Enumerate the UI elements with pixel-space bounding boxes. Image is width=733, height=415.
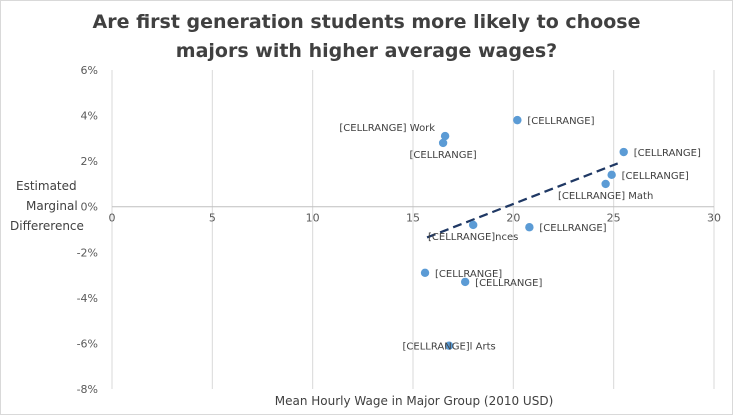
data-point xyxy=(619,147,628,157)
x-axis-label: Mean Hourly Wage in Major Group (2010 US… xyxy=(274,394,554,408)
data-point xyxy=(601,179,610,189)
data-label: [CELLRANGE] Work xyxy=(339,123,435,134)
y-axis-label-line-2: Marginal xyxy=(26,199,78,213)
y-tick-label: -8% xyxy=(77,383,98,396)
y-tick-label: -4% xyxy=(77,292,98,305)
chart-title-line-2: majors with higher average wages? xyxy=(175,40,558,62)
x-tick-label: 0 xyxy=(109,212,116,225)
data-label: [CELLRANGE] xyxy=(410,150,477,161)
data-label: [CELLRANGE] xyxy=(527,116,594,127)
y-tick-label: -6% xyxy=(77,337,98,350)
x-tick-label: 5 xyxy=(209,212,216,225)
data-label: [CELLRANGE] xyxy=(539,223,606,234)
x-tick-label: 30 xyxy=(707,212,721,225)
y-tick-label: 4% xyxy=(81,110,98,123)
data-point xyxy=(513,115,522,125)
chart-title-line-1: Are first generation students more likel… xyxy=(92,11,641,33)
data-label: [CELLRANGE] xyxy=(634,148,701,159)
data-point xyxy=(438,138,448,148)
data-point xyxy=(469,220,478,230)
data-label: [CELLRANGE] Math xyxy=(558,191,653,202)
data-label: [CELLRANGE]nces xyxy=(428,232,518,243)
x-tick-label: 25 xyxy=(607,212,621,225)
y-tick-label: -2% xyxy=(77,246,98,259)
data-point xyxy=(460,277,470,287)
data-label: [CELLRANGE] xyxy=(622,171,689,182)
data-point xyxy=(440,131,450,141)
y-axis-label: Estimated Marginal Differerence xyxy=(10,176,110,236)
data-point xyxy=(607,170,616,180)
chart-title: Are first generation students more likel… xyxy=(0,8,733,66)
y-tick-label: 2% xyxy=(81,155,98,168)
data-point xyxy=(444,341,454,350)
data-point xyxy=(420,268,430,277)
x-tick-label: 10 xyxy=(306,212,320,225)
data-point xyxy=(525,223,534,232)
y-axis-label-line-1: Estimated xyxy=(16,179,77,193)
trendline xyxy=(426,162,619,239)
data-label: [CELLRANGE] xyxy=(475,278,542,289)
x-tick-label: 20 xyxy=(506,212,520,225)
y-axis-label-line-3: Differerence xyxy=(10,219,84,233)
data-label: [CELLRANGE] xyxy=(435,269,502,280)
x-tick-label: 15 xyxy=(406,212,420,225)
y-tick-label: 0% xyxy=(81,201,98,214)
y-tick-label: 6% xyxy=(81,64,98,77)
data-label: [CELLRANGE]l Arts xyxy=(403,342,496,353)
